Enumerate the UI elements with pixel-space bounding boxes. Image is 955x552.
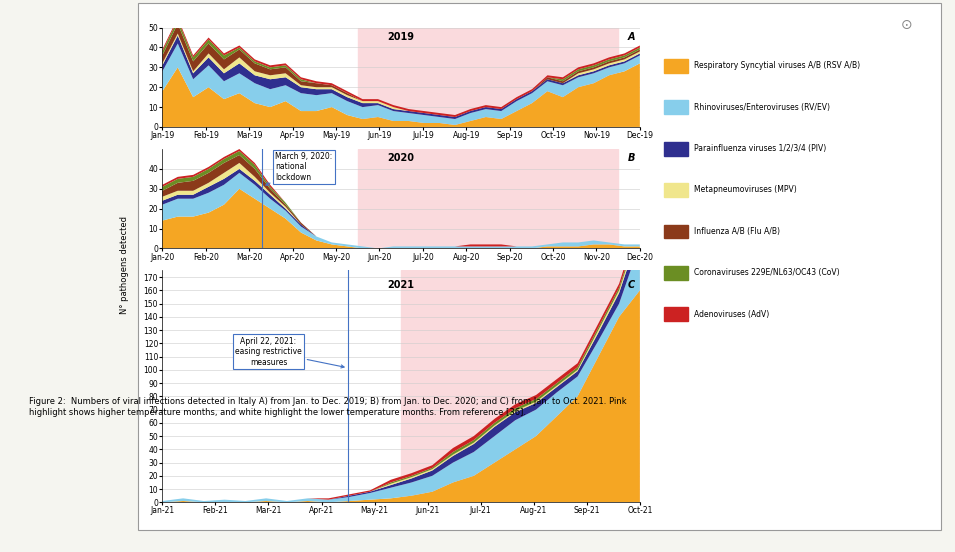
Bar <box>358 149 618 248</box>
Bar <box>358 28 618 127</box>
Bar <box>401 270 667 502</box>
Text: Adenoviruses (AdV): Adenoviruses (AdV) <box>694 310 770 319</box>
Text: B: B <box>627 153 635 163</box>
Text: ⊙: ⊙ <box>901 18 912 31</box>
Text: Coronaviruses 229E/NL63/OC43 (CoV): Coronaviruses 229E/NL63/OC43 (CoV) <box>694 268 839 277</box>
Text: Metapneumoviruses (MPV): Metapneumoviruses (MPV) <box>694 185 797 194</box>
Text: April 22, 2021:
easing restrictive
measures: April 22, 2021: easing restrictive measu… <box>235 337 344 368</box>
Text: 2021: 2021 <box>388 280 414 290</box>
Text: 2019: 2019 <box>388 31 414 41</box>
Text: A: A <box>627 31 635 41</box>
Text: Rhinoviruses/Enteroviruses (RV/EV): Rhinoviruses/Enteroviruses (RV/EV) <box>694 103 830 112</box>
Text: Parainfluenza viruses 1/2/3/4 (PIV): Parainfluenza viruses 1/2/3/4 (PIV) <box>694 144 826 153</box>
Text: Influenza A/B (Flu A/B): Influenza A/B (Flu A/B) <box>694 227 780 236</box>
Text: 2020: 2020 <box>388 153 414 163</box>
Text: March 9, 2020:
national
lockdown: March 9, 2020: national lockdown <box>265 152 332 185</box>
Text: C: C <box>628 280 635 290</box>
Text: Figure 2:  Numbers of viral infections detected in Italy A) from Jan. to Dec. 20: Figure 2: Numbers of viral infections de… <box>29 397 626 417</box>
Text: Respiratory Syncytial viruses A/B (RSV A/B): Respiratory Syncytial viruses A/B (RSV A… <box>694 61 860 70</box>
Text: N° pathogens detected: N° pathogens detected <box>119 216 129 314</box>
